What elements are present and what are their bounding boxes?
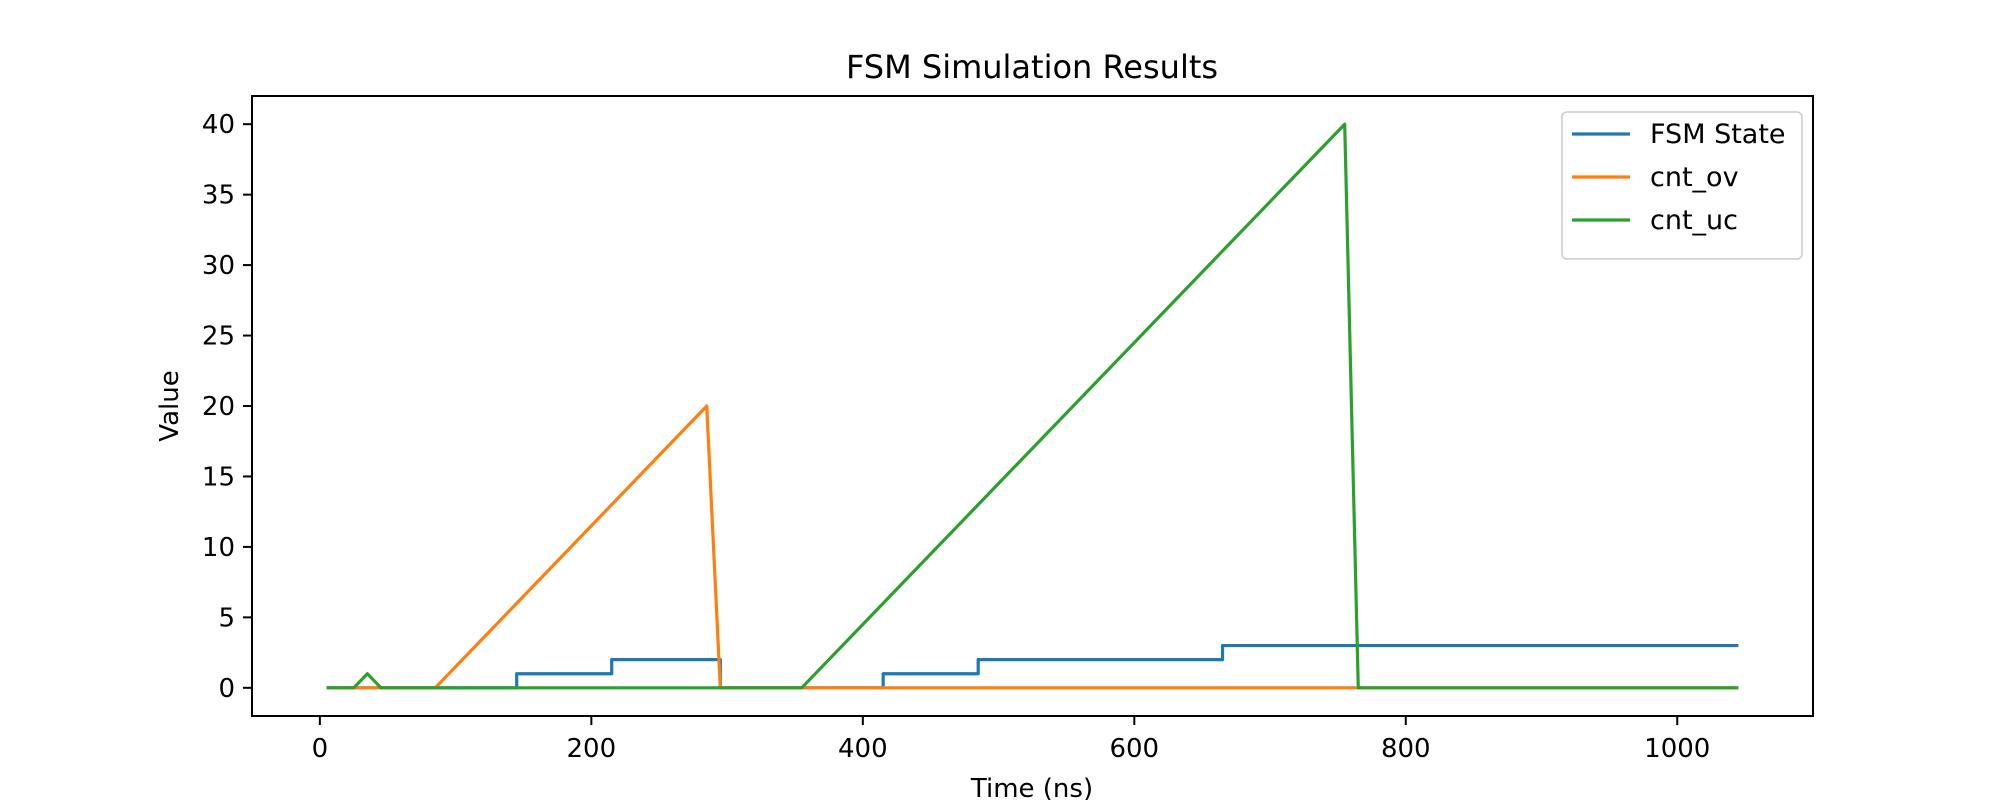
series-line-cnt-uc [326,122,1739,690]
legend-box [1561,111,1803,260]
y-axis: 0 5 10 15 20 25 30 35 40 [202,110,252,704]
series-line-fsm-state [326,643,1739,690]
x-tick-label: 1000 [1644,734,1710,764]
x-tick-label: 400 [838,734,888,764]
x-tick-label: 800 [1381,734,1431,764]
x-axis-label: Time (ns) [970,774,1093,800]
legend: FSM State cnt_ov cnt_uc [1561,111,1803,260]
y-tick-label: 5 [218,603,235,633]
y-tick-label: 25 [202,322,235,352]
y-tick-label: 0 [218,674,235,704]
chart-title: FSM Simulation Results [846,48,1218,86]
x-tick-label: 600 [1109,734,1159,764]
y-tick-label: 40 [202,110,235,140]
y-tick-label: 15 [202,462,235,492]
y-tick-label: 30 [202,251,235,281]
legend-label: cnt_uc [1650,205,1738,236]
x-tick-label: 0 [312,734,329,764]
x-tick-label: 200 [567,734,617,764]
x-axis: 0 200 400 600 800 1000 [312,716,1710,764]
y-tick-label: 35 [202,181,235,211]
legend-label: FSM State [1650,119,1786,150]
series-layer [326,122,1739,690]
y-tick-label: 10 [202,533,235,563]
y-axis-label: Value [155,370,185,441]
legend-label: cnt_ov [1650,162,1739,193]
y-tick-label: 20 [202,392,235,422]
